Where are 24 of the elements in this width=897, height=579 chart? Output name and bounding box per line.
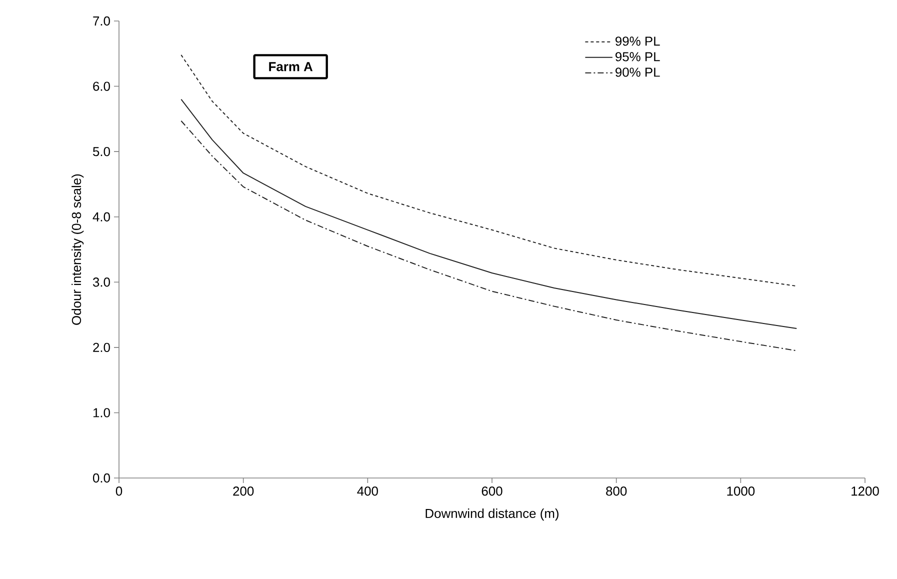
x-tick-label: 0 [116, 486, 122, 496]
x-axis-title: Downwind distance (m) [426, 508, 558, 521]
x-tick-label: 600 [482, 486, 502, 496]
line-series [180, 54, 798, 287]
y-tick-label: 1.0 [93, 408, 110, 418]
x-tick-label: 800 [606, 486, 627, 496]
y-tick-label: 7.0 [93, 16, 110, 26]
y-tick-label: 2.0 [93, 342, 110, 352]
y-tick-label: 0.0 [92, 473, 110, 483]
line-series [180, 98, 798, 329]
x-tick-label: 1200 [852, 486, 879, 496]
annotation: Farm A [269, 62, 313, 72]
legend-label: 99% PL [616, 36, 660, 46]
y-tick-label: 5.0 [92, 146, 110, 156]
legend-label: 90% PL [616, 68, 660, 77]
y-axis-title: Odour intensity (0-8 scale) [72, 174, 84, 325]
y-tick-label: 3.0 [92, 278, 110, 287]
line-series [180, 120, 798, 352]
x-tick-label: 1000 [727, 486, 755, 496]
x-tick-label: 400 [357, 486, 378, 496]
y-tick-label: 4.0 [92, 212, 110, 222]
legend-label: 95% PL [616, 52, 660, 62]
x-tick-label: 200 [233, 486, 254, 496]
y-tick-label: 6.0 [93, 82, 110, 91]
